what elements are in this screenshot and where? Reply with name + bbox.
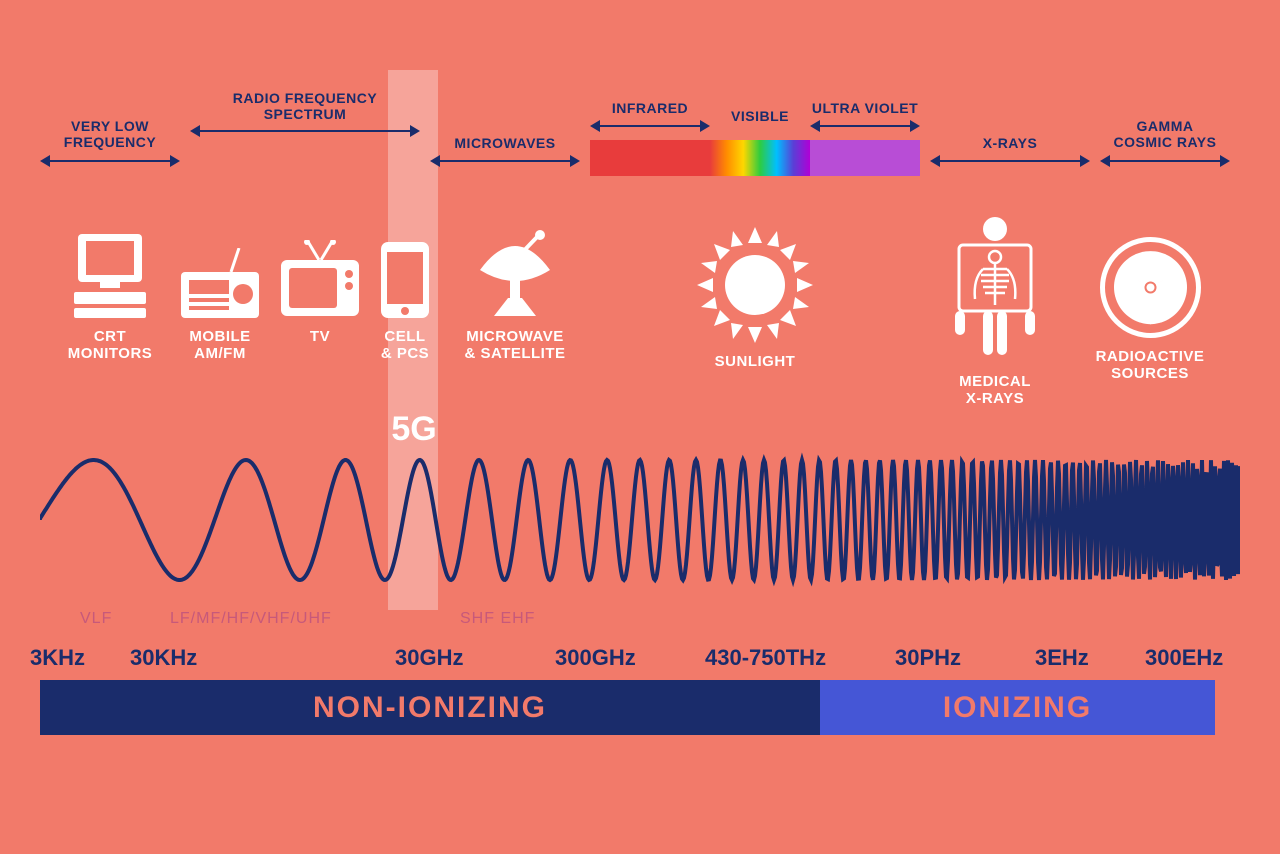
label-gr: GAMMA COSMIC RAYS bbox=[1100, 118, 1230, 150]
icon-xray: MEDICAL X-RAYS bbox=[930, 215, 1060, 407]
freq-30ghz: 30GHz bbox=[395, 645, 463, 671]
icon-satellite: MICROWAVE & SATELLITE bbox=[450, 230, 580, 362]
ionizing-segment: IONIZING bbox=[820, 680, 1215, 735]
freq-3ehz: 3EHz bbox=[1035, 645, 1089, 671]
arrow-vlf bbox=[48, 160, 172, 162]
radioactive-icon bbox=[1098, 235, 1203, 340]
freq-300ghz: 300GHz bbox=[555, 645, 636, 671]
frequency-wave bbox=[40, 440, 1240, 600]
radio-icon bbox=[181, 248, 259, 320]
tv-icon bbox=[279, 240, 361, 320]
spectrum-visible bbox=[710, 140, 810, 176]
non-ionizing-segment: NON-IONIZING bbox=[40, 680, 820, 735]
subband-shf: SHF EHF bbox=[460, 610, 535, 628]
freq-30khz: 30KHz bbox=[130, 645, 197, 671]
freq-430thz: 430-750THz bbox=[705, 645, 826, 671]
cell-phone-icon bbox=[379, 240, 431, 320]
icon-sun: SUNLIGHT bbox=[680, 225, 830, 370]
arrow-uv bbox=[818, 125, 912, 127]
arrow-xr bbox=[938, 160, 1082, 162]
label-uv: ULTRA VIOLET bbox=[810, 100, 920, 116]
icon-label: CELL & PCS bbox=[365, 328, 445, 362]
arrow-mw bbox=[438, 160, 572, 162]
icon-label: RADIOACTIVE SOURCES bbox=[1075, 348, 1225, 382]
icon-radio: MOBILE AM/FM bbox=[170, 248, 270, 362]
freq-3khz: 3KHz bbox=[30, 645, 85, 671]
em-spectrum-infographic: VERY LOW FREQUENCY RADIO FREQUENCY SPECT… bbox=[0, 0, 1280, 854]
label-vlf: VERY LOW FREQUENCY bbox=[40, 118, 180, 150]
label-mw: MICROWAVES bbox=[430, 135, 580, 151]
icon-label: MEDICAL X-RAYS bbox=[930, 373, 1060, 407]
icon-radioactive: RADIOACTIVE SOURCES bbox=[1075, 235, 1225, 382]
ionizing-bar: NON-IONIZING IONIZING bbox=[40, 680, 1215, 735]
icon-cell: CELL & PCS bbox=[365, 240, 445, 362]
spectrum-uv bbox=[810, 140, 920, 176]
freq-30phz: 30PHz bbox=[895, 645, 961, 671]
icon-label: SUNLIGHT bbox=[680, 353, 830, 370]
freq-300ehz: 300EHz bbox=[1145, 645, 1223, 671]
subband-vlf: VLF bbox=[80, 610, 112, 628]
subband-lfuhf: LF/MF/HF/VHF/UHF bbox=[170, 610, 332, 628]
medical-xray-icon bbox=[945, 215, 1045, 365]
satellite-dish-icon bbox=[470, 230, 560, 320]
icon-tv: TV bbox=[275, 240, 365, 345]
visible-spectrum-bar bbox=[590, 140, 920, 176]
label-vis: VISIBLE bbox=[710, 108, 810, 124]
arrow-gr bbox=[1108, 160, 1222, 162]
sun-icon bbox=[695, 225, 815, 345]
icon-label: MICROWAVE & SATELLITE bbox=[450, 328, 580, 362]
arrow-rf bbox=[198, 130, 412, 132]
arrow-ir bbox=[598, 125, 702, 127]
label-ir: INFRARED bbox=[590, 100, 710, 116]
label-xr: X-RAYS bbox=[930, 135, 1090, 151]
spectrum-infrared bbox=[590, 140, 710, 176]
icon-crt-monitor: CRT MONITORS bbox=[55, 230, 165, 362]
label-rf: RADIO FREQUENCY SPECTRUM bbox=[190, 90, 420, 122]
icon-label: TV bbox=[275, 328, 365, 345]
icon-label: MOBILE AM/FM bbox=[170, 328, 270, 362]
crt-monitor-icon bbox=[70, 230, 150, 320]
icon-label: CRT MONITORS bbox=[55, 328, 165, 362]
